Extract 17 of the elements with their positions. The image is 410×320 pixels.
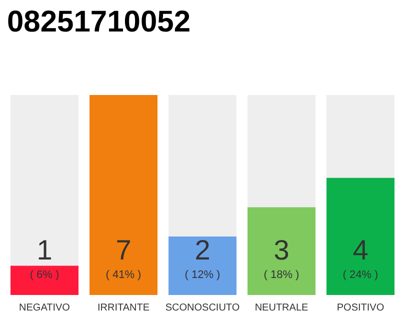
data-label: ( 41% ) (106, 269, 142, 281)
bar (10, 266, 78, 295)
chart-title: 08251710052 (7, 6, 191, 38)
x-tick-label: NEGATIVO (19, 302, 70, 314)
annotation: 4 (352, 234, 368, 266)
annotation: 3 (274, 234, 290, 266)
data-label: ( 24% ) (342, 269, 378, 281)
x-tick-label: NEUTRALE (254, 302, 308, 314)
annotation: 7 (116, 234, 132, 266)
x-tick-label: POSITIVO (336, 302, 384, 314)
data-label: ( 12% ) (184, 269, 220, 281)
x-tick-label: SCONOSCIUTO (165, 302, 240, 314)
data-label: ( 18% ) (264, 269, 300, 281)
annotation: 1 (36, 234, 52, 266)
data-label: ( 6% ) (30, 269, 60, 281)
x-tick-label: IRRITANTE (97, 302, 150, 314)
annotation: 2 (194, 234, 210, 266)
